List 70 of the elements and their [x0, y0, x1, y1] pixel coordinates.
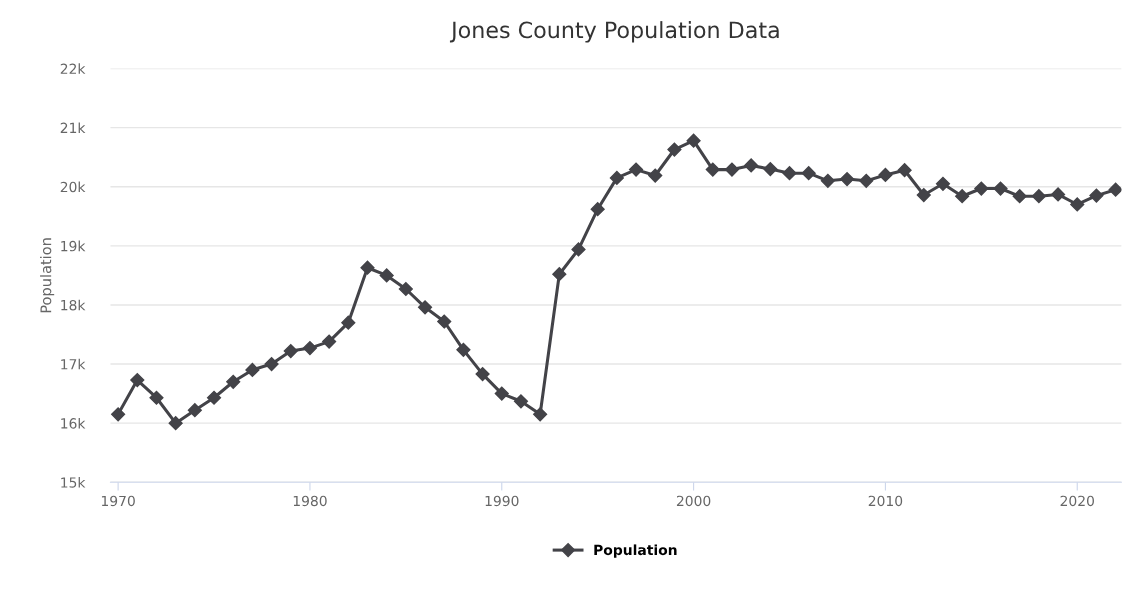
point	[513, 394, 529, 409]
point	[571, 242, 586, 257]
point	[590, 202, 605, 217]
point	[417, 300, 433, 315]
point	[763, 161, 778, 177]
x-tick-label: 1990	[485, 495, 519, 507]
point	[437, 314, 452, 329]
point	[360, 260, 375, 275]
point	[1031, 189, 1046, 204]
x-tick-label: 2020	[1060, 495, 1094, 507]
y-tick-label: 16k	[61, 417, 86, 429]
point	[993, 181, 1008, 196]
point	[168, 416, 183, 431]
point	[494, 386, 509, 401]
point	[801, 166, 816, 181]
y-tick-label: 17k	[61, 358, 86, 370]
point	[897, 163, 912, 178]
point	[628, 162, 644, 177]
point	[226, 374, 241, 389]
y-tick-label: 20k	[60, 181, 86, 193]
point	[705, 162, 720, 177]
y-tick-label: 18k	[61, 299, 86, 311]
point	[302, 341, 318, 356]
x-tick-label: 2000	[676, 495, 711, 507]
chart-title: Jones County Population Data	[449, 21, 779, 43]
point	[648, 168, 663, 183]
point	[744, 158, 759, 173]
y-tick-label: 19k	[61, 240, 86, 252]
point	[1070, 197, 1085, 212]
point	[341, 315, 356, 330]
point	[1012, 189, 1027, 204]
point	[187, 403, 202, 418]
point	[724, 162, 740, 177]
point	[283, 343, 298, 359]
y-tick-label: 15k	[61, 476, 86, 488]
point	[955, 189, 970, 204]
point	[916, 187, 931, 203]
point	[1050, 187, 1066, 202]
point	[609, 170, 624, 185]
point	[878, 167, 893, 183]
point	[820, 173, 835, 188]
x-tick-label: 1970	[101, 495, 135, 507]
point	[475, 367, 490, 382]
point	[111, 407, 126, 422]
point	[667, 142, 682, 157]
point	[782, 166, 797, 181]
point	[379, 268, 394, 283]
y-axis-title: Population	[40, 238, 55, 313]
point	[245, 362, 260, 378]
point	[130, 372, 145, 388]
point	[552, 267, 567, 282]
y-tick-label: 22k	[60, 63, 86, 74]
point	[206, 390, 222, 405]
point	[859, 173, 874, 188]
y-tick-label: 21k	[60, 122, 86, 133]
point	[456, 342, 471, 357]
point	[839, 171, 855, 187]
point	[322, 334, 337, 349]
point	[1108, 182, 1122, 197]
point	[398, 281, 413, 297]
point	[149, 390, 164, 405]
point	[264, 356, 279, 372]
point	[974, 181, 989, 196]
x-tick-label: 1980	[293, 495, 327, 507]
point	[533, 407, 548, 422]
point	[686, 133, 701, 148]
legend-label: Population	[594, 544, 677, 558]
point	[1089, 188, 1104, 203]
x-tick-label: 2010	[868, 495, 903, 507]
point	[935, 176, 951, 191]
